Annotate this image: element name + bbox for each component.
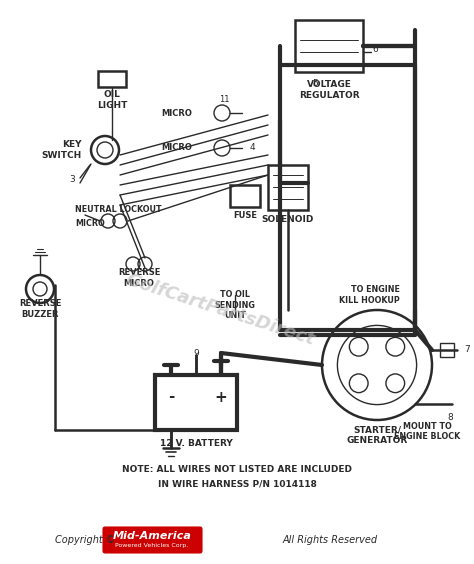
Text: OIL
LIGHT: OIL LIGHT <box>97 90 127 110</box>
Text: MICRO: MICRO <box>161 108 192 117</box>
Bar <box>440 343 454 357</box>
Bar <box>268 165 308 210</box>
Text: 8: 8 <box>447 413 453 422</box>
Text: Mid-America: Mid-America <box>112 531 191 541</box>
Text: 7: 7 <box>464 346 470 355</box>
Text: MICRO: MICRO <box>161 143 192 152</box>
Text: NEUTRAL LOCKOUT: NEUTRAL LOCKOUT <box>75 205 162 214</box>
Text: 4: 4 <box>249 143 255 152</box>
Text: +: + <box>215 390 228 404</box>
Bar <box>155 375 237 430</box>
Text: 3: 3 <box>69 175 75 184</box>
Text: MICRO: MICRO <box>75 218 105 227</box>
Text: All Rights Reserved: All Rights Reserved <box>283 535 378 545</box>
Text: 5: 5 <box>312 80 318 89</box>
Text: VOLTAGE
REGULATOR: VOLTAGE REGULATOR <box>299 80 359 100</box>
FancyBboxPatch shape <box>103 527 202 553</box>
Text: TO ENGINE
KILL HOOKUP: TO ENGINE KILL HOOKUP <box>339 285 400 305</box>
Bar <box>230 185 260 207</box>
Text: 9: 9 <box>193 349 199 358</box>
Text: SOLENOID: SOLENOID <box>262 215 314 224</box>
Bar <box>98 71 126 87</box>
Text: 12 V. BATTERY: 12 V. BATTERY <box>160 439 232 448</box>
Text: Copyright ©: Copyright © <box>55 535 115 545</box>
Text: REVERSE
BUZZER: REVERSE BUZZER <box>19 299 61 319</box>
Text: NOTE: ALL WIRES NOT LISTED ARE INCLUDED: NOTE: ALL WIRES NOT LISTED ARE INCLUDED <box>122 465 352 474</box>
Text: KEY
SWITCH: KEY SWITCH <box>42 140 82 160</box>
Text: GolfCartPartsDirect: GolfCartPartsDirect <box>123 271 317 349</box>
Bar <box>295 20 363 72</box>
Text: 6: 6 <box>372 46 378 55</box>
Text: STARTER/
GENERATOR: STARTER/ GENERATOR <box>346 425 408 444</box>
Text: IN WIRE HARNESS P/N 1014118: IN WIRE HARNESS P/N 1014118 <box>157 479 317 488</box>
Text: Powered Vehicles Corp.: Powered Vehicles Corp. <box>115 543 189 548</box>
Text: MOUNT TO
ENGINE BLOCK: MOUNT TO ENGINE BLOCK <box>394 422 460 441</box>
Text: -: - <box>168 390 174 404</box>
Text: FUSE: FUSE <box>233 210 257 219</box>
Text: TO OIL
SENDING
UNIT: TO OIL SENDING UNIT <box>215 290 255 320</box>
Text: REVERSE
MICRO: REVERSE MICRO <box>118 268 160 288</box>
Text: 11: 11 <box>219 95 229 104</box>
